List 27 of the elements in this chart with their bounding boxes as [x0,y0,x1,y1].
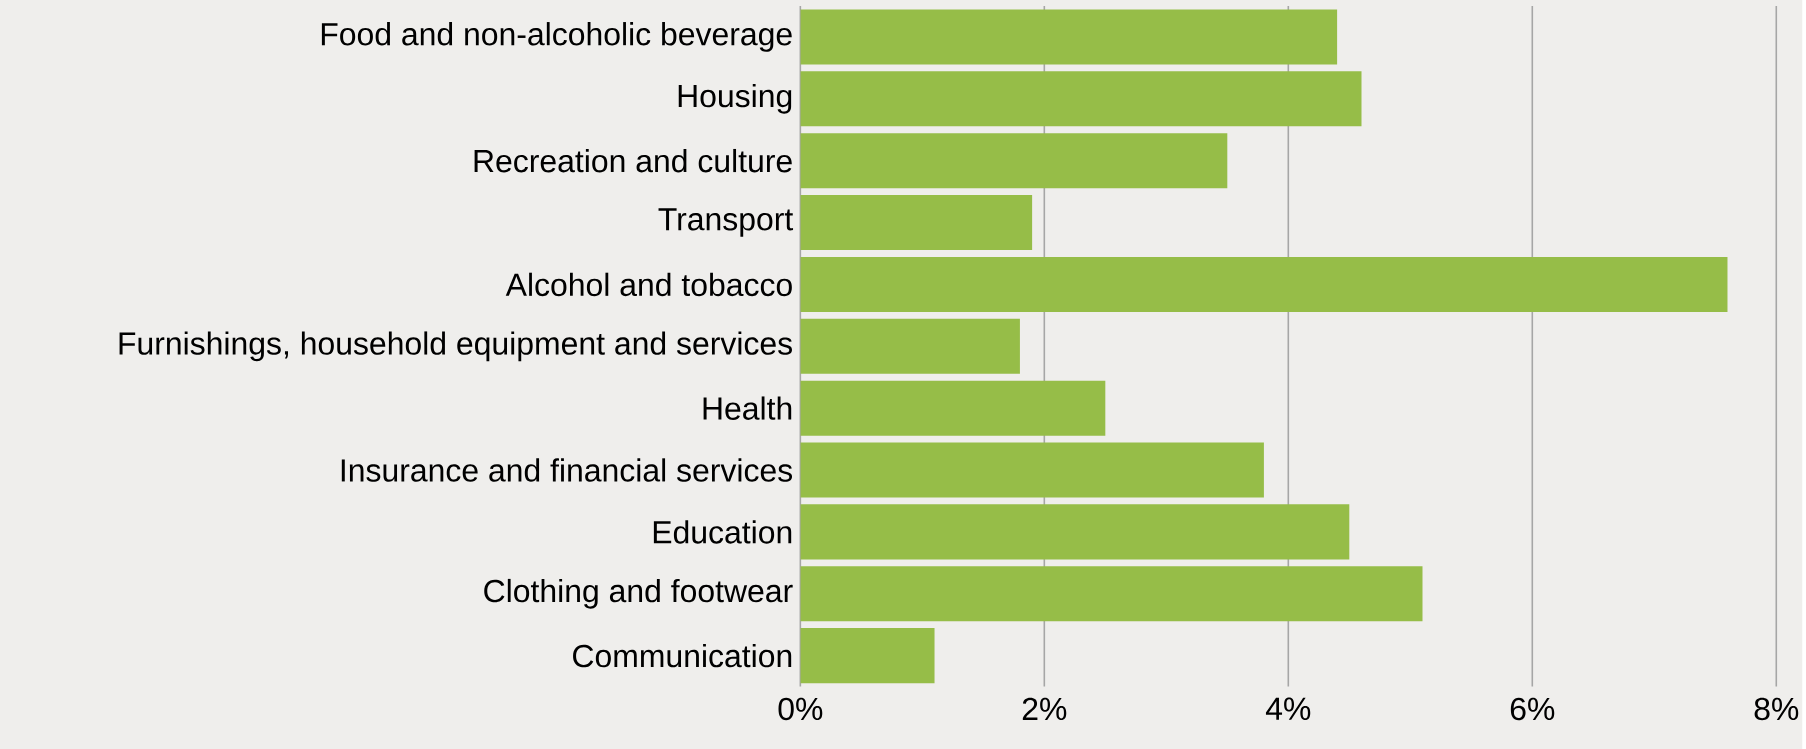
y-tick-label: Communication [573,643,792,668]
bar [800,504,1350,560]
bar [800,132,1228,188]
bar [800,71,1362,127]
y-tick-label: Recreation and culture [474,148,792,173]
x-tick-label: 8% [1754,697,1799,721]
bar [800,566,1423,622]
x-tick-label: 0% [778,697,823,721]
y-tick-label: Furnishings, household equipment and services [119,331,792,361]
y-tick-label: Education [653,519,792,544]
y-tick-label: Alcohol and tobacco [505,272,792,296]
bar [800,380,1106,436]
bar [800,442,1264,498]
y-tick-label: Health [703,396,792,420]
x-tick-label: 6% [1510,697,1555,721]
x-tick-label: 4% [1265,697,1311,720]
y-tick-label: Transport [658,208,794,237]
y-tick-label: Housing [678,83,792,114]
bar [800,9,1338,65]
y-tick-label: Insurance and financial services [341,458,793,482]
y-tick-label: Food and non-alcoholic beverage [321,21,792,52]
x-tick-label: 2% [1022,697,1067,720]
y-tick-label: Clothing and footwear [484,578,793,609]
bar [800,318,1020,374]
bar [800,194,1033,250]
bar [800,627,935,683]
bar [800,256,1728,312]
